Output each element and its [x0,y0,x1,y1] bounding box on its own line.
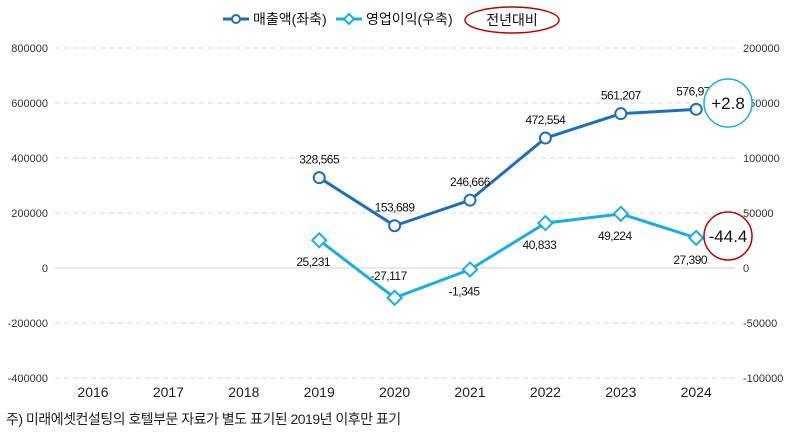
legend-circle-icon [231,14,241,24]
yoy-circle [703,211,753,261]
x-tick-label: 2017 [153,384,184,400]
yoy-annotation: +2.8 [711,94,745,113]
x-tick-label: 2018 [228,384,259,400]
x-tick-label: 2016 [77,384,108,400]
right-tick-label: 50000 [743,208,774,220]
data-point [689,102,703,116]
x-tick-label: 2022 [530,384,561,400]
left-tick-label: 400000 [11,153,48,165]
data-label: 328,565 [299,153,340,167]
legend-diamond-icon [342,12,356,26]
x-tick-label: 2021 [454,384,485,400]
data-point [536,214,554,232]
legend-yoy-ellipse [464,6,560,34]
data-point [386,289,404,307]
yoy-annotation: -44.4 [709,227,748,246]
legend-label: 영업이익(우축) [366,11,453,27]
right-tick-label: -50000 [743,318,777,330]
data-point [463,193,477,207]
left-tick-label: -200000 [8,318,48,330]
data-point [614,107,628,121]
data-label: 40,833 [523,238,558,252]
right-tick-label: 0 [743,263,749,275]
data-label: -27,117 [370,269,407,283]
x-tick-label: 2023 [605,384,636,400]
data-label: 153,689 [375,201,416,215]
data-label: 472,554 [525,113,566,127]
x-tick-label: 2019 [304,384,335,400]
right-tick-label: -100000 [743,373,783,385]
data-label: 27,390 [673,253,708,267]
yoy-circle [703,78,753,128]
left-tick-label: 800000 [11,43,48,55]
data-label: -1,345 [448,284,480,298]
left-tick-label: 0 [42,263,48,275]
series-line-1 [318,212,697,300]
data-label: 49,224 [598,229,633,243]
data-point [687,229,705,247]
combo-line-chart: 800000 600000 400000 200000 0 -200000 -400000 2… [8,6,783,400]
data-label: 246,666 [450,175,491,189]
legend-label: 매출액(좌축) [253,11,327,27]
right-tick-label: 100000 [743,153,780,165]
legend-yoy-label: 전년대비 [486,12,538,28]
x-tick-label: 2020 [379,384,410,400]
footnote: 주) 미래에셋컨설팅의 호텔부문 자료가 별도 표기된 2019년 이후만 표기 [6,411,401,427]
data-point [312,171,326,185]
x-tick-label: 2024 [681,384,712,400]
data-point [612,205,630,223]
data-label: 561,207 [601,89,642,103]
left-tick-label: 600000 [11,98,48,110]
data-label: 25,231 [296,255,331,269]
series-line-0 [318,107,697,228]
right-tick-label: 200000 [743,43,780,55]
left-tick-label: 200000 [11,208,48,220]
data-point [388,219,402,233]
data-point [538,131,552,145]
data-point [310,231,328,249]
data-point [461,261,479,278]
left-tick-label: -400000 [8,373,48,385]
